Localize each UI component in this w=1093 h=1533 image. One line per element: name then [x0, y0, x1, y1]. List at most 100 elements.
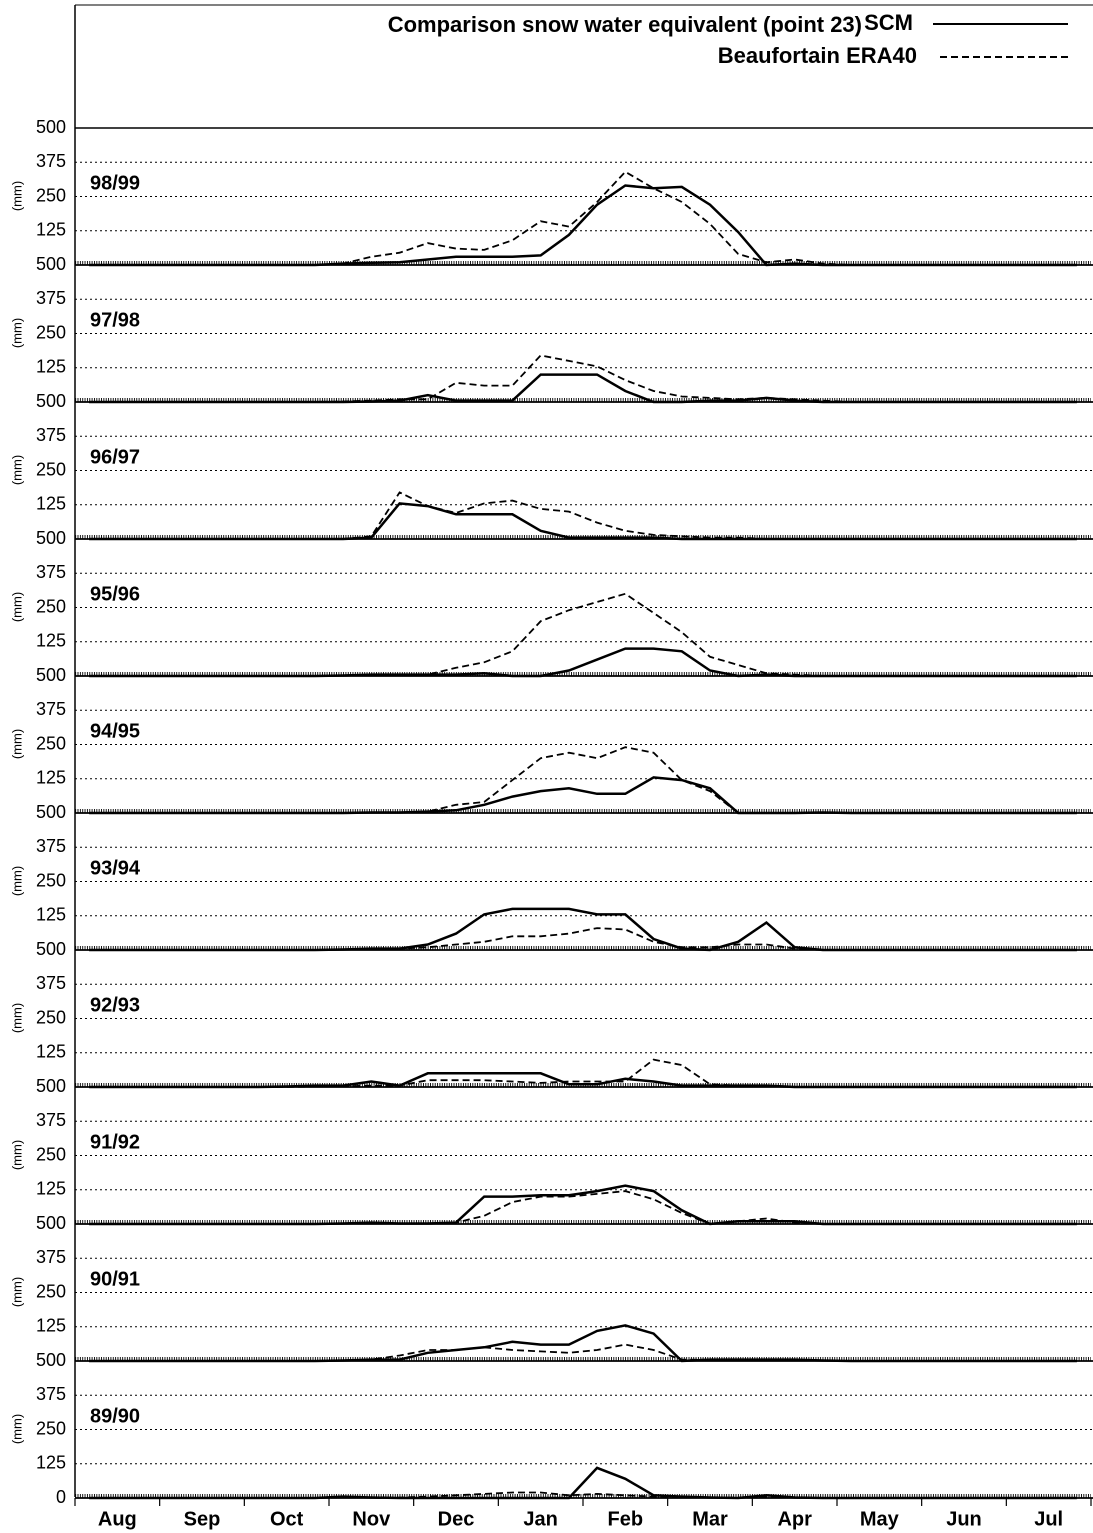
y-tick-label: 500 — [36, 802, 66, 822]
panel-label: 98/99 — [90, 172, 140, 194]
minor-ticks — [75, 261, 1091, 265]
y-tick-label: 125 — [36, 494, 66, 514]
y-tick-label: 375 — [36, 1384, 66, 1404]
y-axis-label: (mm) — [9, 181, 24, 211]
y-tick-label: 375 — [36, 288, 66, 308]
series-line — [89, 1324, 1077, 1363]
x-tick-label: Mar — [692, 1508, 728, 1530]
y-axis-label: (mm) — [9, 592, 24, 622]
series-line — [89, 592, 1077, 677]
y-tick-label: 125 — [36, 631, 66, 651]
series-line — [89, 491, 1077, 540]
panel-label: 92/93 — [90, 994, 140, 1016]
y-tick-label: 125 — [36, 220, 66, 240]
x-tick-label: Apr — [777, 1508, 812, 1530]
x-tick-label: Nov — [352, 1508, 391, 1530]
y-tick-label: 125 — [36, 1316, 66, 1336]
panel-label: 96/97 — [90, 446, 140, 468]
series-line — [89, 373, 1077, 404]
y-tick-label: 0 — [56, 1487, 66, 1507]
series-line — [89, 502, 1077, 541]
series-line — [89, 1058, 1077, 1088]
legend-label: Beaufortain ERA40 — [718, 43, 917, 68]
y-tick-label: 500 — [36, 391, 66, 411]
x-tick-label: Oct — [270, 1508, 304, 1530]
panel-label: 93/94 — [90, 857, 141, 879]
minor-ticks — [75, 946, 1091, 950]
y-axis-label: (mm) — [9, 1140, 24, 1170]
panel-label: 91/92 — [90, 1131, 140, 1153]
y-tick-label: 125 — [36, 1179, 66, 1199]
x-tick-label: Feb — [608, 1508, 644, 1530]
y-tick-label: 375 — [36, 1247, 66, 1267]
y-tick-label: 125 — [36, 905, 66, 925]
y-tick-label: 250 — [36, 1281, 66, 1301]
series-line — [89, 746, 1077, 814]
y-tick-label: 375 — [36, 699, 66, 719]
minor-ticks — [75, 398, 1091, 402]
series-line — [89, 907, 1077, 952]
minor-ticks — [75, 672, 1091, 676]
x-tick-label: May — [860, 1508, 900, 1530]
y-tick-label: 375 — [36, 425, 66, 445]
y-tick-label: 250 — [36, 1144, 66, 1164]
legend-label: SCM — [864, 10, 913, 35]
panel-label: 95/96 — [90, 583, 140, 605]
y-tick-label: 500 — [36, 1350, 66, 1370]
panel-label: 94/95 — [90, 720, 140, 742]
panel-label: 90/91 — [90, 1268, 140, 1290]
y-axis-label: (mm) — [9, 455, 24, 485]
x-tick-label: Sep — [184, 1508, 221, 1530]
y-tick-label: 500 — [36, 117, 66, 137]
minor-ticks — [75, 809, 1091, 813]
y-tick-label: 375 — [36, 151, 66, 171]
series-line — [89, 354, 1077, 403]
y-tick-label: 125 — [36, 1453, 66, 1473]
panel-label: 89/90 — [90, 1405, 140, 1427]
x-tick-label: Aug — [98, 1508, 137, 1530]
x-tick-label: Jan — [523, 1508, 557, 1530]
y-tick-label: 250 — [36, 185, 66, 205]
series-line — [89, 1190, 1077, 1225]
minor-ticks — [75, 1494, 1091, 1498]
panel-label: 97/98 — [90, 309, 140, 331]
y-tick-label: 375 — [36, 973, 66, 993]
y-tick-label: 125 — [36, 1042, 66, 1062]
y-tick-label: 500 — [36, 939, 66, 959]
series-line — [89, 184, 1077, 267]
y-axis-label: (mm) — [9, 318, 24, 348]
y-tick-label: 500 — [36, 1076, 66, 1096]
y-axis-label: (mm) — [9, 1414, 24, 1444]
y-axis-label: (mm) — [9, 1003, 24, 1033]
y-tick-label: 250 — [36, 322, 66, 342]
series-line — [89, 1466, 1077, 1500]
y-tick-label: 500 — [36, 528, 66, 548]
series-line — [89, 776, 1077, 815]
y-tick-label: 250 — [36, 870, 66, 890]
y-tick-label: 125 — [36, 357, 66, 377]
y-tick-label: 375 — [36, 836, 66, 856]
y-tick-label: 375 — [36, 1110, 66, 1130]
y-axis-label: (mm) — [9, 729, 24, 759]
y-tick-label: 250 — [36, 459, 66, 479]
y-axis-label: (mm) — [9, 866, 24, 896]
y-tick-label: 125 — [36, 768, 66, 788]
series-line — [89, 647, 1077, 678]
y-tick-label: 250 — [36, 1418, 66, 1438]
minor-ticks — [75, 1357, 1091, 1361]
y-tick-label: 375 — [36, 562, 66, 582]
x-tick-label: Jul — [1034, 1508, 1063, 1530]
y-tick-label: 250 — [36, 733, 66, 753]
minor-ticks — [75, 1220, 1091, 1224]
y-axis-label: (mm) — [9, 1277, 24, 1307]
x-tick-label: Jun — [946, 1508, 982, 1530]
y-tick-label: 500 — [36, 1213, 66, 1233]
x-tick-label: Dec — [438, 1508, 475, 1530]
y-tick-label: 250 — [36, 1007, 66, 1027]
series-line — [89, 1184, 1077, 1226]
y-tick-label: 500 — [36, 254, 66, 274]
chart-title: Comparison snow water equivalent (point … — [388, 12, 862, 37]
y-tick-label: 250 — [36, 596, 66, 616]
y-tick-label: 500 — [36, 665, 66, 685]
